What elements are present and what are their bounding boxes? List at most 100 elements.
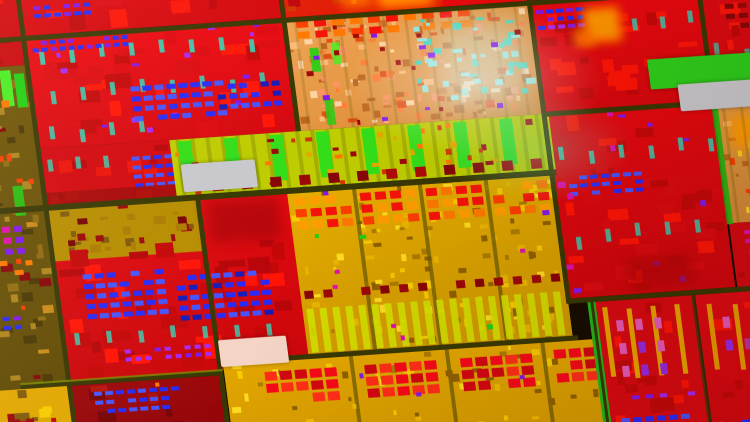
sram-dash bbox=[154, 268, 164, 275]
sram-dash bbox=[471, 196, 484, 206]
chip-cell bbox=[637, 158, 648, 167]
sram-dash bbox=[137, 388, 147, 393]
sram-dash bbox=[143, 279, 154, 286]
chip-cell bbox=[482, 252, 492, 259]
sram-dash bbox=[40, 40, 48, 45]
chip-cell bbox=[335, 87, 340, 93]
chip-cell bbox=[195, 120, 220, 137]
chip-cell bbox=[58, 160, 73, 173]
sram-dash bbox=[142, 155, 151, 161]
chip-cell bbox=[313, 55, 320, 61]
chip-cell bbox=[332, 25, 337, 30]
sram-dash bbox=[159, 386, 169, 392]
chip-cell bbox=[519, 375, 525, 380]
sram-dash bbox=[41, 47, 48, 52]
sram-dash bbox=[224, 282, 234, 288]
sram-dash bbox=[14, 324, 23, 330]
sram-dash bbox=[168, 103, 179, 110]
sram-dash bbox=[621, 365, 631, 378]
chip-cell bbox=[592, 389, 599, 398]
sram-dash bbox=[122, 41, 129, 47]
sram-dash bbox=[153, 154, 162, 160]
sram-dash bbox=[179, 305, 189, 311]
sram-dash bbox=[217, 94, 227, 100]
sram-dash bbox=[546, 17, 555, 22]
chip-cell bbox=[178, 259, 201, 270]
sram-dash bbox=[260, 81, 269, 87]
chip-cell bbox=[128, 251, 149, 260]
sram-dash bbox=[215, 302, 225, 309]
chip-cell bbox=[51, 418, 58, 422]
sram-dash bbox=[250, 300, 261, 306]
sram-dash bbox=[379, 285, 390, 294]
chip-cell bbox=[42, 405, 53, 414]
chip-cell bbox=[488, 282, 494, 287]
chip-cell bbox=[390, 272, 396, 279]
chip-cell bbox=[614, 77, 639, 92]
chip-cell bbox=[395, 91, 405, 98]
sram-dash bbox=[459, 357, 473, 368]
chip-cell bbox=[352, 403, 357, 410]
chip-cell bbox=[0, 202, 4, 207]
sram-dash bbox=[96, 292, 107, 299]
chip-cell bbox=[334, 50, 340, 56]
sram-dash bbox=[620, 417, 631, 422]
chip-cell bbox=[18, 125, 25, 134]
sram-dash bbox=[143, 95, 154, 101]
sram-dash bbox=[158, 298, 168, 305]
sram-dash bbox=[201, 81, 212, 87]
chip-cell bbox=[699, 200, 707, 207]
sram-dash bbox=[377, 215, 390, 224]
gpu-band bbox=[286, 171, 573, 356]
sram-dash bbox=[1, 226, 11, 234]
sram-dash bbox=[737, 2, 747, 9]
sram-dash bbox=[135, 310, 146, 316]
sram-dash bbox=[262, 100, 272, 107]
sram-dash bbox=[216, 312, 226, 319]
chip-cell bbox=[0, 260, 8, 267]
chip-cell bbox=[425, 22, 431, 26]
sram-dash bbox=[13, 315, 21, 321]
sram-dash bbox=[656, 340, 666, 352]
sram-dash bbox=[145, 355, 152, 361]
sram-dash bbox=[613, 188, 623, 194]
chip-cell bbox=[363, 239, 373, 244]
chip-cell bbox=[42, 72, 59, 80]
sram-dash bbox=[191, 91, 201, 98]
chip-strip bbox=[686, 10, 694, 23]
chip-cell bbox=[624, 384, 639, 393]
sram-dash bbox=[738, 12, 749, 19]
sram-dash bbox=[618, 342, 628, 355]
sram-dash bbox=[271, 80, 280, 86]
chip-cell bbox=[359, 234, 367, 240]
sram-dash bbox=[72, 3, 81, 8]
chip-cell bbox=[507, 346, 512, 351]
chip-cell bbox=[77, 233, 86, 241]
sram-dash bbox=[68, 45, 75, 50]
chip-strip bbox=[48, 126, 56, 140]
sram-dash bbox=[379, 363, 393, 374]
sram-dash bbox=[155, 278, 166, 285]
sram-dash bbox=[507, 378, 522, 389]
sram-dash bbox=[522, 192, 535, 202]
chip-cell bbox=[6, 153, 13, 162]
sram-dash bbox=[239, 92, 249, 99]
chip-cell bbox=[424, 291, 429, 299]
sram-dash bbox=[132, 165, 141, 170]
chip-cell bbox=[595, 165, 609, 174]
chip-cell bbox=[38, 278, 52, 287]
sram-dash bbox=[188, 284, 199, 291]
chip-cell bbox=[520, 248, 526, 254]
chip-cell bbox=[31, 214, 40, 224]
chip-cell bbox=[25, 418, 35, 422]
sram-dash bbox=[556, 16, 565, 21]
sram-dash bbox=[58, 39, 65, 44]
chip-cell bbox=[422, 85, 429, 92]
chip-cell bbox=[36, 252, 44, 259]
chip-cell bbox=[531, 416, 540, 420]
chip-cell bbox=[711, 186, 722, 192]
sram-dash bbox=[113, 42, 120, 47]
sram-dash bbox=[103, 36, 110, 41]
chip-cell bbox=[257, 39, 281, 50]
chip-strip bbox=[68, 49, 76, 63]
